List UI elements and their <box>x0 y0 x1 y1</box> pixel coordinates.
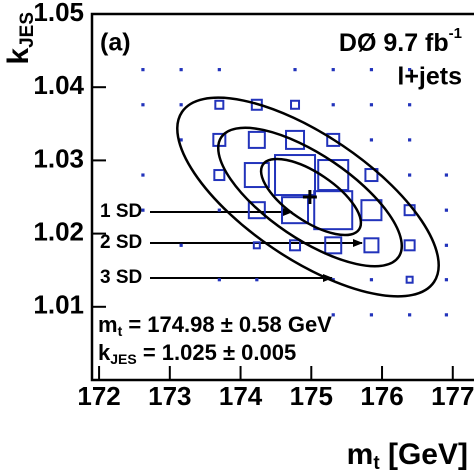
contour-label: 1 SD <box>100 201 142 222</box>
result-line: mt = 174.98 ± 0.58 GeV <box>98 312 332 339</box>
result-text: = 174.98 ± 0.58 GeV <box>122 312 332 337</box>
likelihood-box <box>217 68 221 72</box>
y-tick-label: 1.04 <box>33 70 84 100</box>
likelihood-box <box>331 278 335 282</box>
likelihood-box <box>179 243 183 247</box>
likelihood-box <box>364 168 379 183</box>
likelihood-box <box>243 162 270 189</box>
x-tick-label: 174 <box>219 381 263 411</box>
likelihood-box <box>408 313 412 317</box>
y-tick-label: 1.03 <box>33 143 84 173</box>
y-label: k <box>2 48 35 65</box>
likelihood-box <box>214 99 225 110</box>
likelihood-box <box>408 138 412 142</box>
contour-1sd <box>259 157 363 237</box>
y-label-sub: JES <box>17 12 38 48</box>
likelihood-box <box>247 130 266 149</box>
likelihood-box <box>369 68 374 72</box>
likelihood-box <box>274 154 317 197</box>
likelihood-box <box>326 132 341 147</box>
likelihood-box <box>369 138 374 142</box>
channel-label: l+jets <box>397 63 462 91</box>
y-tick-label: 1.01 <box>33 290 84 320</box>
experiment: DØ 9.7 fb <box>339 29 449 57</box>
likelihood-box <box>179 68 183 72</box>
likelihood-box <box>179 138 183 142</box>
x-tick-label: 175 <box>290 381 333 411</box>
likelihood-box <box>290 99 301 110</box>
result-text: = 1.025 ± 0.005 <box>137 340 296 365</box>
likelihood-box <box>247 201 266 220</box>
likelihood-box <box>217 208 221 212</box>
x-axis-label: mt [GeV] <box>347 438 468 474</box>
likelihood-box <box>293 68 297 72</box>
likelihood-box <box>408 173 412 177</box>
likelihood-box <box>403 239 416 252</box>
likelihood-box <box>141 68 145 72</box>
experiment-sup: -1 <box>449 25 462 42</box>
likelihood-box <box>141 103 145 107</box>
experiment-label: DØ 9.7 fb-1 <box>339 25 462 57</box>
likelihood-box <box>324 236 343 255</box>
likelihood-box <box>331 103 335 107</box>
likelihood-box <box>369 313 374 317</box>
x-tick-label: 177 <box>431 381 474 411</box>
result-symbol: m <box>98 312 118 337</box>
y-axis-label: kJES <box>2 12 38 65</box>
x-tick-label: 172 <box>77 381 120 411</box>
likelihood-box <box>281 196 310 225</box>
likelihood-box <box>313 190 354 231</box>
likelihood-box <box>317 159 350 192</box>
x-label: m <box>347 438 374 471</box>
likelihood-box <box>444 173 449 177</box>
likelihood-box <box>331 313 335 317</box>
result-sub: JES <box>110 351 136 367</box>
x-tick-label: 176 <box>360 381 403 411</box>
result-symbol: k <box>98 340 111 365</box>
likelihood-box <box>179 103 183 107</box>
likelihood-box <box>331 68 335 72</box>
plot-frame <box>90 12 474 382</box>
likelihood-box <box>405 275 414 284</box>
likelihood-box <box>444 278 449 282</box>
likelihood-box <box>408 68 412 72</box>
likelihood-box <box>444 313 449 317</box>
likelihood-box <box>252 241 261 250</box>
result-sub: t <box>118 323 123 339</box>
contour-label: 3 SD <box>100 267 142 288</box>
contour-label: 2 SD <box>100 232 142 253</box>
likelihood-box <box>408 103 412 107</box>
likelihood-box <box>444 243 449 247</box>
likelihood-box <box>285 129 306 150</box>
y-tick-label: 1.02 <box>33 216 84 246</box>
x-label-unit: [GeV] <box>380 438 468 471</box>
likelihood-box <box>141 173 145 177</box>
likelihood-box <box>141 208 145 212</box>
likelihood-box <box>255 278 259 282</box>
panel-label: (a) <box>100 29 131 57</box>
x-label-sub: t <box>373 453 380 474</box>
contour-2sd <box>216 126 404 268</box>
contour-3sd <box>176 96 440 298</box>
likelihood-box <box>363 237 380 254</box>
y-tick-label: 1.05 <box>33 0 84 27</box>
likelihood-box <box>360 199 383 222</box>
likelihood-box <box>444 208 449 212</box>
likelihood-box <box>289 239 302 252</box>
likelihood-box <box>369 103 374 107</box>
likelihood-box <box>217 278 221 282</box>
x-tick-label: 173 <box>148 381 191 411</box>
likelihood-box <box>213 169 226 182</box>
contours <box>176 96 440 298</box>
result-line: kJES = 1.025 ± 0.005 <box>98 340 296 367</box>
likelihood-box <box>369 278 374 282</box>
